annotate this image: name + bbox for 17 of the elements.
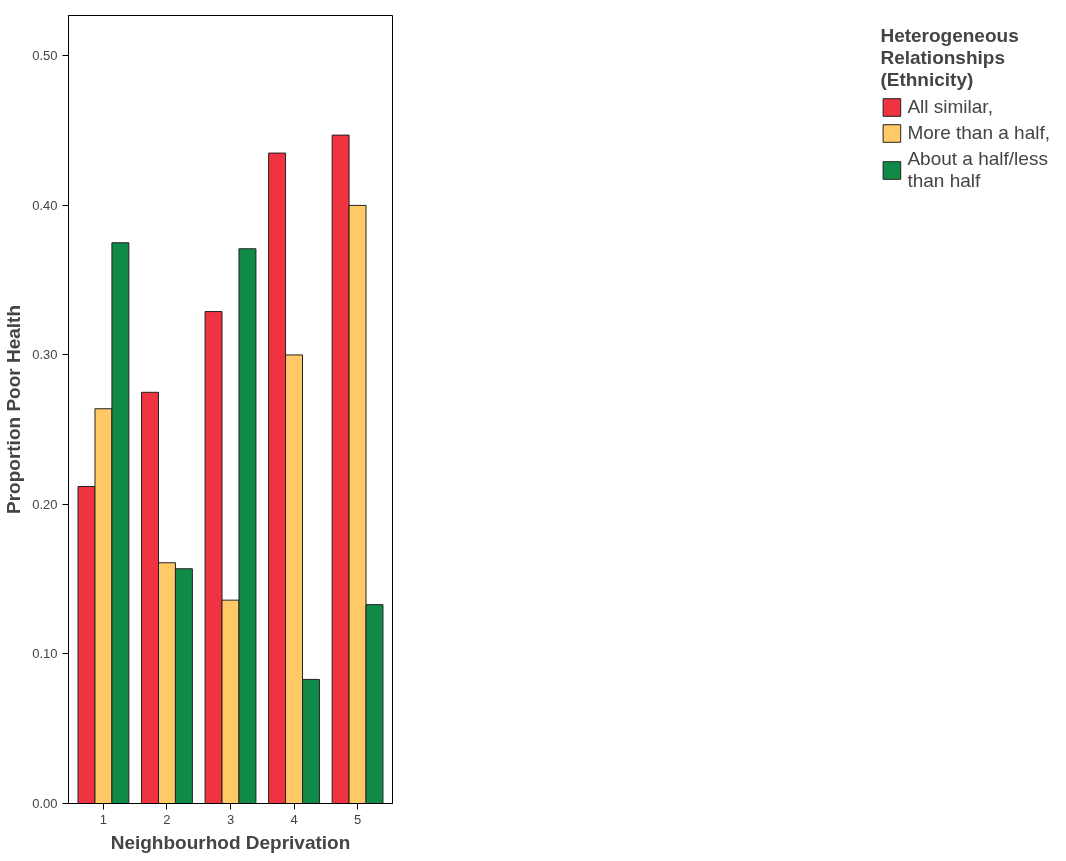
- x-axis-title: Neighbourhod Deprivation: [110, 831, 351, 853]
- y-tick-label: 0.20: [32, 496, 58, 512]
- legend-label: More than a half,: [907, 122, 1050, 144]
- x-tick-label: 1: [99, 811, 108, 827]
- x-tick-label: 5: [353, 811, 362, 827]
- legend-label: About a half/less than half: [907, 148, 1048, 192]
- y-tick-label: 0.40: [32, 197, 58, 213]
- legend-title: Heterogeneous Relationships (Ethnicity): [880, 25, 1020, 91]
- y-tick-label: 0.50: [32, 48, 58, 64]
- y-tick-label: 0.30: [32, 347, 58, 363]
- x-tick-label: 3: [226, 811, 235, 827]
- y-tick-label: 0.00: [32, 796, 58, 811]
- x-tick-label: 2: [163, 811, 171, 827]
- y-tick-label: 0.10: [32, 646, 58, 662]
- legend-label: All similar,: [907, 96, 993, 118]
- y-axis-title: Proportion Poor Health: [3, 305, 25, 514]
- x-tick-label: 4: [290, 811, 298, 827]
